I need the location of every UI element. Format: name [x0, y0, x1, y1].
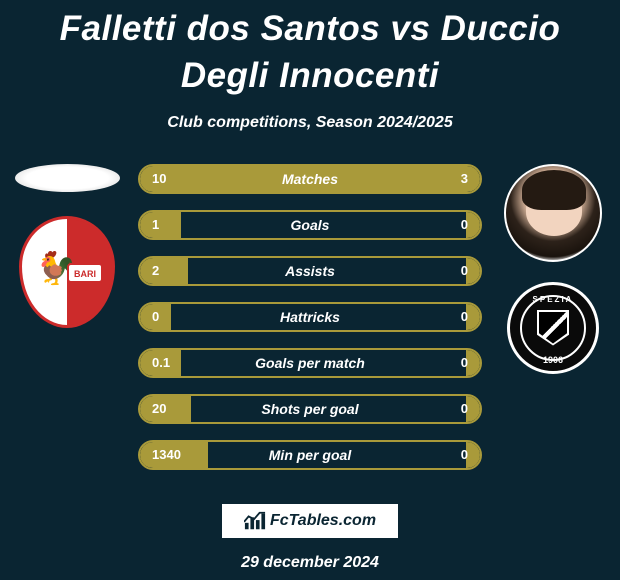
stat-value-right: 3	[461, 171, 468, 186]
right-club-crest: SPEZIA 1906	[505, 282, 601, 388]
stat-label: Min per goal	[140, 447, 480, 463]
source-badge: FcTables.com	[220, 502, 400, 540]
stat-row: 10Matches3	[138, 164, 482, 194]
stat-value-right: 0	[461, 217, 468, 232]
comparison-content: 🐓 BARI 10Matches31Goals02Assists00Hattri…	[0, 164, 620, 494]
player-right-avatar	[504, 164, 602, 262]
stat-label: Goals per match	[140, 355, 480, 371]
spezia-crest-icon: SPEZIA 1906	[507, 282, 599, 374]
player-left-avatar	[15, 164, 120, 192]
stat-label: Matches	[140, 171, 480, 187]
stat-row: 20Shots per goal0	[138, 394, 482, 424]
stat-value-right: 0	[461, 355, 468, 370]
bari-badge-text: BARI	[67, 263, 103, 283]
left-column: 🐓 BARI	[8, 164, 126, 322]
stat-row: 2Assists0	[138, 256, 482, 286]
stat-bars: 10Matches31Goals02Assists00Hattricks00.1…	[138, 164, 482, 486]
date-label: 29 december 2024	[0, 554, 620, 572]
right-column: SPEZIA 1906	[494, 164, 612, 388]
page-title: Falletti dos Santos vs Duccio Degli Inno…	[0, 0, 620, 100]
stat-label: Hattricks	[140, 309, 480, 325]
bari-crest-icon: 🐓 BARI	[19, 216, 115, 328]
stat-label: Goals	[140, 217, 480, 233]
left-club-crest: 🐓 BARI	[19, 216, 115, 322]
stat-value-right: 0	[461, 309, 468, 324]
stat-value-right: 0	[461, 401, 468, 416]
stat-label: Shots per goal	[140, 401, 480, 417]
chart-icon	[244, 511, 266, 531]
source-text: FcTables.com	[270, 512, 376, 530]
subtitle: Club competitions, Season 2024/2025	[0, 114, 620, 132]
spezia-year: 1906	[510, 355, 596, 365]
stat-row: 0Hattricks0	[138, 302, 482, 332]
spezia-shield-icon	[537, 310, 569, 346]
stat-value-right: 0	[461, 447, 468, 462]
stat-row: 0.1Goals per match0	[138, 348, 482, 378]
stat-row: 1Goals0	[138, 210, 482, 240]
spezia-name: SPEZIA	[510, 295, 596, 304]
stat-value-right: 0	[461, 263, 468, 278]
stat-row: 1340Min per goal0	[138, 440, 482, 470]
stat-label: Assists	[140, 263, 480, 279]
